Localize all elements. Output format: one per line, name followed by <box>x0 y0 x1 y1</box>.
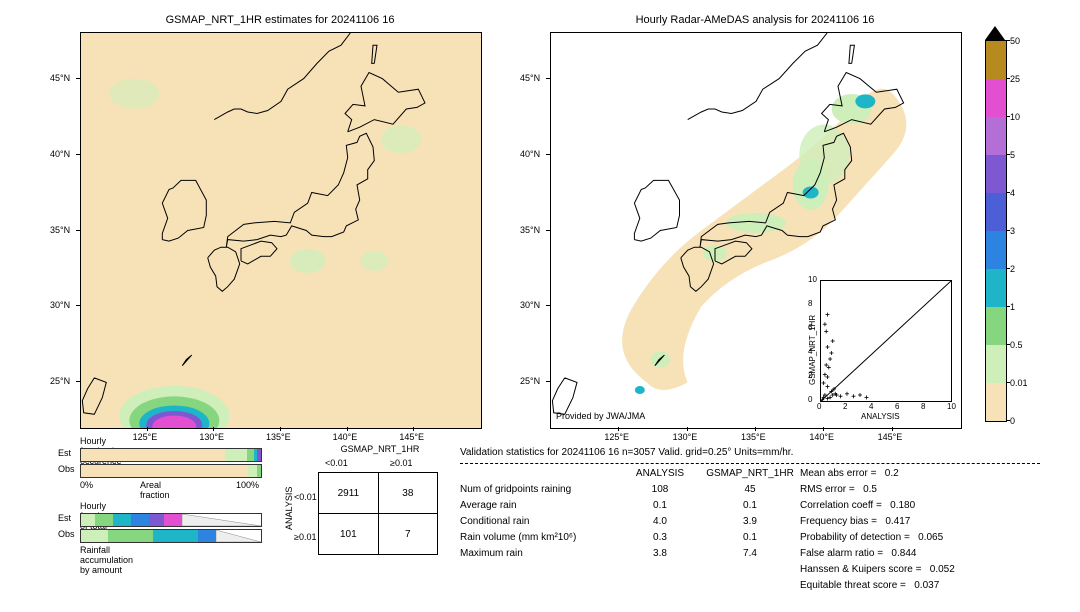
val-row: Average rain0.10.1 <box>460 498 800 514</box>
val-metric: Frequency bias = 0.417 <box>800 514 1030 530</box>
y-tick-label: 25°N <box>520 376 540 386</box>
colorbar-tick: 0.01 <box>1010 378 1028 388</box>
scatter-xtick: 4 <box>869 402 873 411</box>
ct-row-label: ≥0.01 <box>294 532 316 542</box>
x-tick-label: 140°E <box>333 432 358 442</box>
y-tick-label: 30°N <box>520 300 540 310</box>
scatter-ytick: 0 <box>808 395 812 404</box>
colorbar-tick: 4 <box>1010 188 1015 198</box>
val-col-header: GSMAP_NRT_1HR <box>700 466 800 482</box>
val-metric: Hanssen & Kuipers score = 0.052 <box>800 562 1030 578</box>
frac-bar <box>80 529 262 543</box>
ct-col-header: GSMAP_NRT_1HR <box>320 444 440 454</box>
x-tick-label: 125°E <box>604 432 629 442</box>
scatter-xtick: 10 <box>947 402 956 411</box>
frac-footer: Rainfall accumulation by amount <box>80 545 133 575</box>
frac-row-label: Est <box>58 513 71 523</box>
ct-col-label: <0.01 <box>325 458 348 468</box>
scatter-ytick: 2 <box>808 371 812 380</box>
x-tick-label: 130°E <box>673 432 698 442</box>
x-tick-label: 135°E <box>741 432 766 442</box>
map-left-title: GSMAP_NRT_1HR estimates for 20241106 16 <box>80 14 480 26</box>
val-metric: Equitable threat score = 0.037 <box>800 578 1030 594</box>
val-metric: Correlation coeff = 0.180 <box>800 498 1030 514</box>
frac-bar <box>80 513 262 527</box>
scatter-xtick: 6 <box>895 402 899 411</box>
x-tick-label: 140°E <box>809 432 834 442</box>
val-row: Rain volume (mm km²10⁶)0.30.1 <box>460 530 800 546</box>
map-right-title: Hourly Radar-AMeDAS analysis for 2024110… <box>550 14 960 26</box>
val-metric: RMS error = 0.5 <box>800 482 1030 498</box>
frac-row-label: Est <box>58 448 71 458</box>
validation-stats: Validation statistics for 20241106 16 n=… <box>460 445 1040 594</box>
frac-axis-label: Areal fraction <box>140 480 170 500</box>
frac-row-label: Obs <box>58 529 75 539</box>
x-tick-label: 145°E <box>399 432 424 442</box>
val-row: Maximum rain3.87.4 <box>460 546 800 562</box>
x-tick-label: 135°E <box>266 432 291 442</box>
colorbar-tick: 0 <box>1010 416 1015 426</box>
frac-bar <box>80 464 262 478</box>
val-row: Conditional rain4.03.9 <box>460 514 800 530</box>
x-tick-label: 145°E <box>878 432 903 442</box>
map-attribution: Provided by JWA/JMA <box>556 411 645 421</box>
validation-title: Validation statistics for 20241106 16 n=… <box>460 445 1040 461</box>
val-metric: Mean abs error = 0.2 <box>800 466 1030 482</box>
ct-row-label: <0.01 <box>294 492 317 502</box>
colorbar-tick: 3 <box>1010 226 1015 236</box>
ct-col-label: ≥0.01 <box>390 458 412 468</box>
y-tick-label: 40°N <box>50 149 70 159</box>
y-tick-label: 25°N <box>50 376 70 386</box>
colorbar-tick: 0.5 <box>1010 340 1023 350</box>
scatter-ytick: 10 <box>808 275 817 284</box>
scatter-ytick: 4 <box>808 347 812 356</box>
scatter-xtick: 2 <box>843 402 847 411</box>
frac-axis-tick: 100% <box>236 480 259 490</box>
colorbar-tick: 50 <box>1010 36 1020 46</box>
x-tick-label: 125°E <box>133 432 158 442</box>
colorbar-tick: 2 <box>1010 264 1015 274</box>
ct-row-header: ANALYSIS <box>284 487 294 530</box>
val-metric: Probability of detection = 0.065 <box>800 530 1030 546</box>
frac-axis-tick: 0% <box>80 480 93 490</box>
val-col-header: ANALYSIS <box>620 466 700 482</box>
val-metric: False alarm ratio = 0.844 <box>800 546 1030 562</box>
colorbar-tick: 10 <box>1010 112 1020 122</box>
y-tick-label: 40°N <box>520 149 540 159</box>
y-tick-label: 45°N <box>520 73 540 83</box>
x-tick-label: 130°E <box>199 432 224 442</box>
y-tick-label: 30°N <box>50 300 70 310</box>
val-row: Num of gridpoints raining10845 <box>460 482 800 498</box>
scatter-ytick: 6 <box>808 323 812 332</box>
colorbar-tick: 1 <box>1010 302 1015 312</box>
frac-bar <box>80 448 262 462</box>
colorbar-tick: 5 <box>1010 150 1015 160</box>
scatter-xtick: 0 <box>817 402 821 411</box>
scatter-ytick: 8 <box>808 299 812 308</box>
scatter-xlabel: ANALYSIS <box>861 412 900 421</box>
map-left <box>80 32 482 429</box>
y-tick-label: 35°N <box>50 225 70 235</box>
colorbar-tick: 25 <box>1010 74 1020 84</box>
frac-row-label: Obs <box>58 464 75 474</box>
y-tick-label: 35°N <box>520 225 540 235</box>
ct-cells: 2911381017 <box>318 472 438 555</box>
y-tick-label: 45°N <box>50 73 70 83</box>
scatter-plot-inset <box>820 280 952 402</box>
scatter-xtick: 8 <box>921 402 925 411</box>
colorbar: 00.010.512345102550 <box>985 40 1007 422</box>
